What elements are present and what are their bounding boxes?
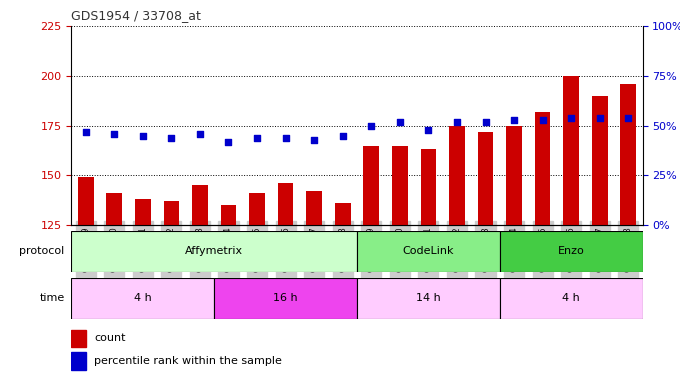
Bar <box>277 183 294 225</box>
Bar <box>335 203 351 225</box>
Bar <box>357 231 500 272</box>
Bar <box>106 193 122 225</box>
Bar <box>534 112 551 225</box>
Bar <box>392 146 408 225</box>
Point <box>594 115 605 121</box>
Text: Affymetrix: Affymetrix <box>185 246 243 256</box>
Point <box>252 135 262 141</box>
Bar <box>363 146 379 225</box>
Point <box>566 115 577 121</box>
Bar <box>420 150 437 225</box>
Point <box>280 135 291 141</box>
Bar <box>71 231 357 272</box>
Bar <box>449 126 465 225</box>
Point <box>423 127 434 133</box>
Text: 4 h: 4 h <box>134 293 152 303</box>
Point <box>194 130 205 136</box>
Point <box>537 117 548 123</box>
Bar <box>592 96 608 225</box>
Bar <box>500 231 643 272</box>
Point <box>166 135 177 141</box>
Bar <box>71 330 86 347</box>
Bar <box>249 193 265 225</box>
Bar <box>78 177 94 225</box>
Point <box>480 118 491 124</box>
Bar <box>620 84 636 225</box>
Bar <box>214 278 357 319</box>
Bar <box>357 278 500 319</box>
Bar <box>477 132 494 225</box>
Point <box>366 123 377 129</box>
Bar <box>192 185 208 225</box>
Text: 14 h: 14 h <box>416 293 441 303</box>
Text: Enzo: Enzo <box>558 246 585 256</box>
Point <box>223 138 234 144</box>
Bar <box>71 352 86 370</box>
Point <box>309 136 320 142</box>
Text: GDS1954 / 33708_at: GDS1954 / 33708_at <box>71 9 201 22</box>
Text: CodeLink: CodeLink <box>403 246 454 256</box>
Bar <box>506 126 522 225</box>
Text: time: time <box>39 293 65 303</box>
Bar <box>220 205 237 225</box>
Bar <box>306 191 322 225</box>
Bar <box>163 201 180 225</box>
Bar <box>500 278 643 319</box>
Point <box>137 133 148 139</box>
Text: 4 h: 4 h <box>562 293 580 303</box>
Bar <box>563 76 579 225</box>
Point <box>80 129 91 135</box>
Point <box>394 118 405 124</box>
Text: count: count <box>95 333 126 344</box>
Point <box>337 133 348 139</box>
Point <box>109 130 120 136</box>
Bar <box>135 199 151 225</box>
Bar <box>71 278 214 319</box>
Text: percentile rank within the sample: percentile rank within the sample <box>95 356 282 366</box>
Point <box>452 118 462 124</box>
Text: protocol: protocol <box>19 246 65 256</box>
Text: 16 h: 16 h <box>273 293 298 303</box>
Point <box>509 117 520 123</box>
Point <box>623 115 634 121</box>
